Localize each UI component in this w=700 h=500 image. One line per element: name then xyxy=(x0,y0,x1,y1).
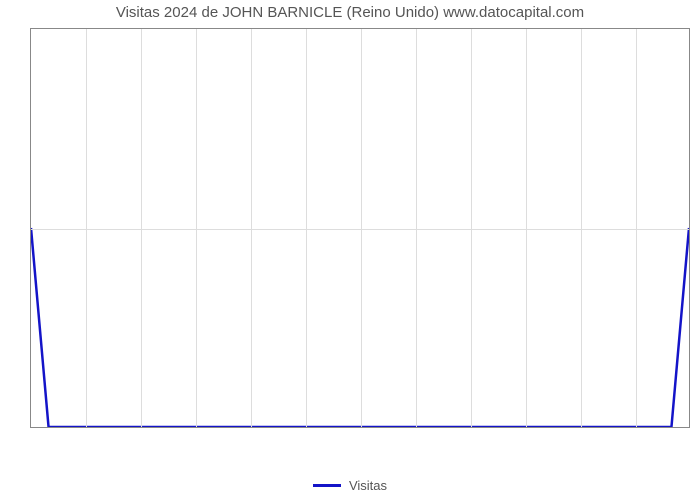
x-tick-minor xyxy=(654,427,655,428)
y-tick-minor xyxy=(30,389,31,390)
x-tick-minor xyxy=(599,427,600,428)
hgrid xyxy=(31,229,689,230)
x-secondary-label: 12 xyxy=(30,427,38,428)
x-tick-minor xyxy=(618,427,619,428)
x-tick-minor xyxy=(544,427,545,428)
y-tick-minor xyxy=(30,309,31,310)
y-tick-label: 2 xyxy=(30,28,31,37)
x-tick-minor xyxy=(196,427,197,428)
x-tick-minor xyxy=(269,427,270,428)
y-tick-label: 0 xyxy=(30,422,31,429)
y-tick-minor xyxy=(30,269,31,270)
x-tick-minor xyxy=(123,427,124,428)
x-tick-minor xyxy=(159,427,160,428)
vgrid xyxy=(636,29,637,427)
chart-container: Visitas 2024 de JOHN BARNICLE (Reino Uni… xyxy=(0,0,700,500)
x-tick-minor xyxy=(489,427,490,428)
y-tick-label: 1 xyxy=(30,222,31,237)
x-tick-minor xyxy=(471,427,472,428)
y-tick-minor xyxy=(30,349,31,350)
y-tick-minor xyxy=(30,69,31,70)
vgrid xyxy=(416,29,417,427)
y-tick-minor xyxy=(30,149,31,150)
x-tick-minor xyxy=(398,427,399,428)
x-tick-minor xyxy=(636,427,637,428)
legend: Visitas xyxy=(0,478,700,493)
x-tick-minor xyxy=(563,427,564,428)
x-tick-label: 202 xyxy=(680,427,690,428)
x-tick-minor xyxy=(453,427,454,428)
x-tick-minor xyxy=(508,427,509,428)
legend-swatch xyxy=(313,484,341,487)
vgrid xyxy=(361,29,362,427)
x-tick-minor xyxy=(361,427,362,428)
x-tick-minor xyxy=(233,427,234,428)
vgrid xyxy=(251,29,252,427)
x-tick-minor xyxy=(49,427,50,428)
line-layer xyxy=(31,29,689,427)
x-tick-minor xyxy=(104,427,105,428)
x-tick-minor xyxy=(31,427,32,428)
x-tick-minor xyxy=(86,427,87,428)
y-tick-minor xyxy=(30,189,31,190)
x-tick-minor xyxy=(306,427,307,428)
x-tick-minor xyxy=(526,427,527,428)
x-tick-minor xyxy=(324,427,325,428)
plot-area: 012202020212022202121 xyxy=(30,28,690,428)
x-tick-label: 2021 xyxy=(237,427,266,428)
vgrid xyxy=(526,29,527,427)
x-tick-minor xyxy=(581,427,582,428)
x-secondary-label: 1 xyxy=(687,427,690,428)
vgrid xyxy=(471,29,472,427)
x-tick-minor xyxy=(673,427,674,428)
vgrid xyxy=(141,29,142,427)
x-tick-minor xyxy=(214,427,215,428)
x-tick-minor xyxy=(251,427,252,428)
vgrid xyxy=(306,29,307,427)
x-tick-minor xyxy=(379,427,380,428)
x-tick-minor xyxy=(178,427,179,428)
x-tick-minor xyxy=(343,427,344,428)
x-tick-label: 2020 xyxy=(30,427,45,428)
y-tick-minor xyxy=(30,109,31,110)
x-tick-minor xyxy=(288,427,289,428)
series-line xyxy=(31,228,689,427)
chart-title: Visitas 2024 de JOHN BARNICLE (Reino Uni… xyxy=(0,4,700,21)
x-tick-minor xyxy=(68,427,69,428)
x-tick-label: 2022 xyxy=(457,427,486,428)
vgrid xyxy=(86,29,87,427)
x-tick-minor xyxy=(434,427,435,428)
legend-label: Visitas xyxy=(349,478,387,493)
x-tick-minor xyxy=(416,427,417,428)
vgrid xyxy=(196,29,197,427)
x-tick-minor xyxy=(141,427,142,428)
vgrid xyxy=(581,29,582,427)
